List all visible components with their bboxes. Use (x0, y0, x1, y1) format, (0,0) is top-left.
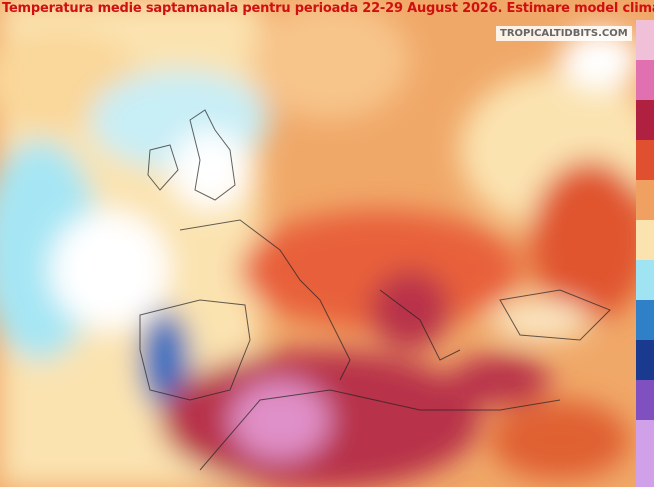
title: Temperatura medie saptamanala pentru per… (2, 1, 654, 16)
coastlines (139, 109, 611, 471)
color-scale (636, 20, 654, 487)
watermark: TROPICALTIDBITS.COM (496, 26, 632, 41)
